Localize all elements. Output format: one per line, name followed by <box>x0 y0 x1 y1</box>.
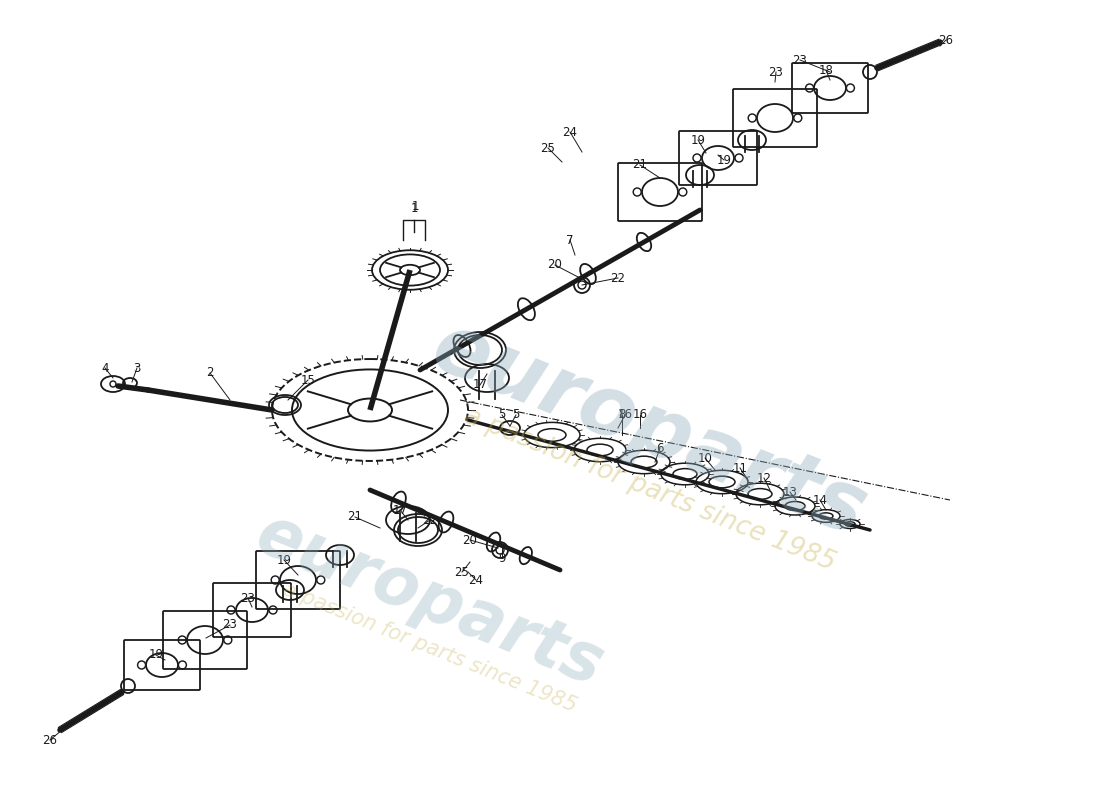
Text: 3: 3 <box>133 362 141 374</box>
Text: 12: 12 <box>757 471 771 485</box>
Text: 17: 17 <box>393 503 407 517</box>
Text: 26: 26 <box>938 34 954 46</box>
Text: 13: 13 <box>782 486 797 498</box>
Text: 1: 1 <box>410 202 418 214</box>
Text: 7: 7 <box>566 234 574 246</box>
Text: europarts: europarts <box>246 501 613 699</box>
Text: 24: 24 <box>469 574 484 586</box>
Text: 19: 19 <box>148 649 164 662</box>
Text: 5: 5 <box>513 409 519 422</box>
Text: 5: 5 <box>498 409 506 422</box>
Text: 23: 23 <box>241 591 255 605</box>
Text: 25: 25 <box>454 566 470 578</box>
Text: europarts: europarts <box>421 306 879 554</box>
Text: 6: 6 <box>657 442 663 454</box>
Text: 4: 4 <box>101 362 109 374</box>
Text: 15: 15 <box>300 374 316 386</box>
Text: 26: 26 <box>43 734 57 746</box>
Text: 14: 14 <box>813 494 827 506</box>
Text: 16: 16 <box>617 409 632 422</box>
Text: 21: 21 <box>348 510 363 523</box>
Text: 19: 19 <box>691 134 705 146</box>
Text: 21: 21 <box>632 158 648 171</box>
Text: 25: 25 <box>540 142 556 154</box>
Text: 19: 19 <box>276 554 292 566</box>
Text: 23: 23 <box>793 54 807 66</box>
Ellipse shape <box>500 421 520 435</box>
Text: 23: 23 <box>769 66 783 78</box>
Text: 1: 1 <box>411 201 419 214</box>
Text: 8: 8 <box>618 409 626 422</box>
Text: 2: 2 <box>207 366 213 379</box>
Text: 24: 24 <box>562 126 578 138</box>
Text: 23: 23 <box>222 618 238 631</box>
Text: 9: 9 <box>498 551 506 565</box>
Text: 10: 10 <box>697 451 713 465</box>
Text: 20: 20 <box>463 534 477 546</box>
Text: 18: 18 <box>818 63 834 77</box>
Text: 20: 20 <box>548 258 562 271</box>
Text: a passion for parts since 1985: a passion for parts since 1985 <box>280 580 580 716</box>
Text: 22: 22 <box>610 271 626 285</box>
Text: a passion for parts since 1985: a passion for parts since 1985 <box>461 403 839 577</box>
Text: 19: 19 <box>716 154 732 166</box>
Text: 16: 16 <box>632 409 648 422</box>
Text: 17: 17 <box>473 378 487 391</box>
Text: 22: 22 <box>422 514 438 526</box>
Text: 11: 11 <box>733 462 748 474</box>
